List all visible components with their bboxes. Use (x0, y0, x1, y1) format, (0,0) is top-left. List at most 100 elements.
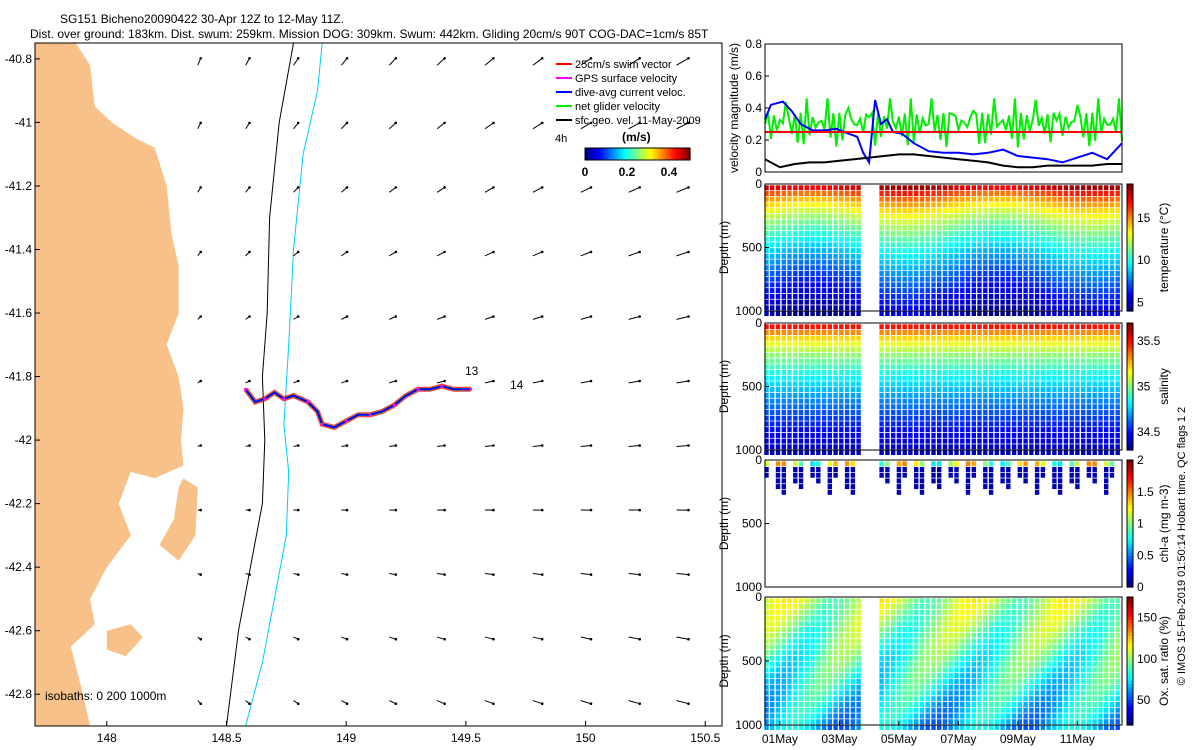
section-sample (942, 421, 948, 427)
section-sample (1011, 598, 1017, 604)
section-sample (1040, 202, 1046, 208)
section-sample (965, 335, 971, 341)
section-sample (1046, 696, 1051, 702)
section-sample (1086, 375, 1092, 381)
section-sample (988, 713, 994, 719)
section-sample (781, 352, 786, 358)
section-sample (764, 299, 769, 305)
section-sample (896, 421, 902, 427)
section-sample (988, 404, 994, 410)
section-sample (891, 387, 896, 393)
section-sample (1034, 202, 1040, 208)
section-sample (1075, 410, 1080, 415)
section-sample (844, 461, 850, 467)
section-sample (793, 225, 798, 231)
section-sample (931, 311, 936, 316)
section-colorbar-segment (1127, 295, 1133, 299)
section-sample (770, 661, 775, 667)
section-sample (1109, 392, 1115, 398)
map-y-tick-label: -42.2 (5, 497, 33, 511)
section-sample (994, 690, 999, 696)
section-sample (1046, 293, 1051, 299)
section-sample (793, 696, 798, 702)
section-sample (1011, 667, 1017, 673)
section-sample (798, 208, 804, 214)
section-sample (1104, 627, 1109, 633)
section-sample (1098, 638, 1103, 644)
section-sample (948, 231, 953, 236)
section-sample (1092, 236, 1097, 242)
section-sample (1029, 719, 1034, 725)
legend-label: 25cm/s swim vector (575, 59, 672, 71)
section-sample (1029, 702, 1034, 707)
section-sample (919, 293, 925, 299)
section-sample (844, 415, 850, 421)
section-sample (1029, 707, 1034, 713)
section-sample (885, 702, 890, 707)
section-sample (1115, 707, 1120, 713)
section-sample (965, 375, 971, 381)
section-sample (988, 271, 994, 276)
section-sample (1046, 364, 1051, 370)
section-sample (804, 253, 809, 259)
section-sample (1104, 719, 1109, 725)
section-sample (804, 621, 809, 627)
section-sample (925, 352, 930, 358)
colorbar-segment (645, 148, 649, 160)
section-sample (770, 305, 775, 311)
section-sample (827, 253, 832, 259)
section-sample (787, 311, 792, 316)
section-sample (891, 341, 896, 347)
section-sample (1092, 276, 1097, 282)
section-sample (896, 299, 902, 305)
section-sample (1081, 650, 1086, 656)
section-sample (983, 324, 988, 330)
section-sample (764, 392, 769, 398)
section-sample (1069, 352, 1074, 358)
section-colorbar-segment (1127, 571, 1133, 575)
section-sample (1057, 196, 1063, 202)
section-sample (942, 311, 948, 316)
isobath-200m (226, 42, 294, 727)
section-sample (931, 219, 936, 225)
section-sample (1052, 472, 1057, 478)
section-sample (770, 219, 775, 225)
section-sample (988, 421, 994, 427)
section-sample (770, 725, 775, 730)
section-sample (1023, 707, 1028, 713)
section-sample (1086, 253, 1092, 259)
section-sample (1092, 725, 1097, 730)
gps-surface-point (469, 387, 473, 391)
section-sample (793, 609, 798, 615)
section-sample (1086, 341, 1092, 347)
section-sample (908, 673, 913, 679)
section-sample (1034, 248, 1040, 254)
section-sample (965, 352, 971, 358)
section-colorbar-segment (1127, 683, 1133, 688)
section-sample (1006, 364, 1011, 370)
section-sample (775, 324, 781, 330)
section-sample (844, 324, 850, 330)
section-sample (988, 609, 994, 615)
section-sample (1046, 427, 1051, 433)
section-sample (1057, 311, 1063, 316)
section-sample (1092, 387, 1097, 393)
section-sample (931, 370, 936, 375)
section-sample (816, 644, 821, 650)
section-sample (885, 276, 890, 282)
section-sample (988, 311, 994, 316)
section-sample (781, 358, 786, 364)
section-colorbar-frame (1126, 183, 1134, 312)
section-sample (1017, 219, 1022, 225)
section-sample (1052, 364, 1057, 370)
section-sample (1000, 661, 1005, 667)
section-sample (1023, 450, 1028, 455)
section-sample (844, 392, 850, 398)
section-sample (1057, 713, 1063, 719)
section-sample (833, 644, 838, 650)
section-sample (1075, 347, 1080, 353)
section-sample (960, 288, 965, 294)
section-sample (798, 644, 804, 650)
section-sample (983, 702, 988, 707)
section-sample (856, 236, 861, 242)
